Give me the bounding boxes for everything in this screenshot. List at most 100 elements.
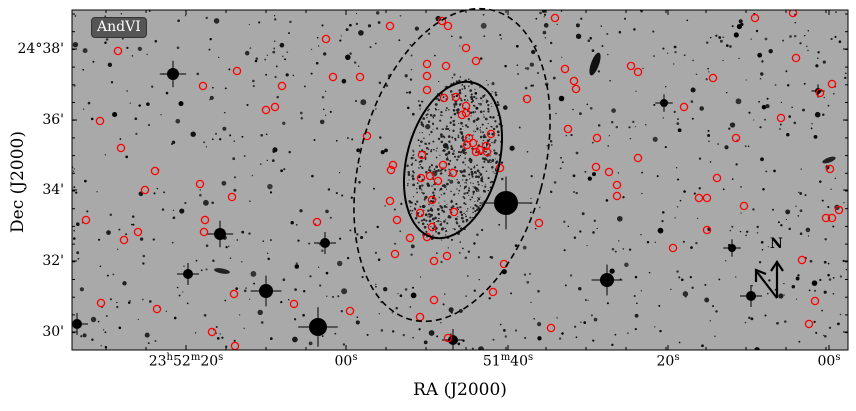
galaxy-star [478,171,481,174]
background-star [731,178,734,180]
background-star [504,335,507,338]
marker-circle [443,333,453,343]
galaxy-star [464,143,467,146]
background-star [758,100,761,103]
background-star [380,329,384,332]
galaxy-star [420,219,423,222]
background-star [399,230,402,233]
marker-circle [633,153,643,163]
galaxy-star [465,182,468,184]
galaxy-star [481,166,484,169]
galaxy-star [450,181,452,184]
background-star [653,55,655,57]
background-star [817,51,820,54]
galaxy-star [433,188,437,191]
galaxy-star [448,179,450,181]
background-star [190,131,196,137]
background-star [611,121,614,124]
background-star [356,316,359,318]
galaxy-star [423,209,425,211]
background-star [791,284,796,289]
background-star [657,227,664,234]
marker-circle [312,217,322,227]
galaxy-star [425,114,428,116]
background-star [130,223,133,226]
galaxy-star [468,134,471,137]
background-star [107,62,113,67]
background-star [747,145,750,147]
galaxy-star [487,160,490,164]
background-star [109,213,113,216]
background-star [338,171,341,174]
background-star [640,234,642,236]
marker-circle [207,327,217,337]
galaxy-star [479,110,483,114]
galaxy-star [471,196,474,199]
galaxy-star [427,148,430,151]
galaxy-star [476,125,477,127]
background-star [693,192,696,195]
background-star [441,114,443,117]
background-star [556,317,558,319]
galaxy-star [472,186,474,188]
marker-circle [797,255,807,265]
background-star [618,240,620,242]
background-star [367,24,372,28]
background-star [654,326,656,328]
galaxy-star [418,187,422,190]
background-star [611,247,615,251]
galaxy-star [456,188,458,190]
background-star [708,140,710,143]
background-star [767,292,769,295]
background-star [815,64,819,68]
background-star [729,45,732,48]
background-star [354,99,358,103]
galaxy-star [410,205,412,208]
galaxy-star [447,135,451,138]
galaxy-star [413,207,416,210]
marker-circle [427,195,437,205]
galaxy-star [429,114,433,117]
background-star [510,292,513,295]
background-star [664,146,667,149]
galaxy-star [464,164,466,166]
background-star [335,192,338,195]
background-star [482,13,485,16]
galaxy-star [436,147,438,150]
background-star [375,11,380,15]
background-star [640,290,642,292]
background-star [342,343,346,346]
background-star [96,191,98,193]
background-star [821,309,823,312]
galaxy-star [429,165,431,168]
background-star [271,159,275,162]
background-star [295,262,298,265]
background-star [440,260,443,264]
background-star [203,313,207,317]
background-star [611,343,614,347]
galaxy-star [438,109,440,111]
galaxy-star [482,139,485,142]
background-star [438,80,440,83]
background-star [611,108,616,113]
background-star [615,125,619,129]
background-star [575,151,579,155]
galaxy-star [473,130,475,132]
background-star [634,313,639,318]
background-star [384,148,388,153]
background-star [555,112,557,115]
background-star [661,219,664,223]
background-star [125,233,128,236]
galaxy-star [494,120,497,123]
galaxy-star [492,127,496,131]
galaxy-star [446,203,448,205]
background-star [692,59,694,62]
background-star [600,25,603,27]
background-star [559,167,562,170]
galaxy-star [428,142,431,145]
marker-circle [612,191,622,201]
galaxy-star [423,137,425,140]
background-star [788,227,791,231]
galaxy-star [468,167,470,169]
galaxy-star [453,228,456,231]
